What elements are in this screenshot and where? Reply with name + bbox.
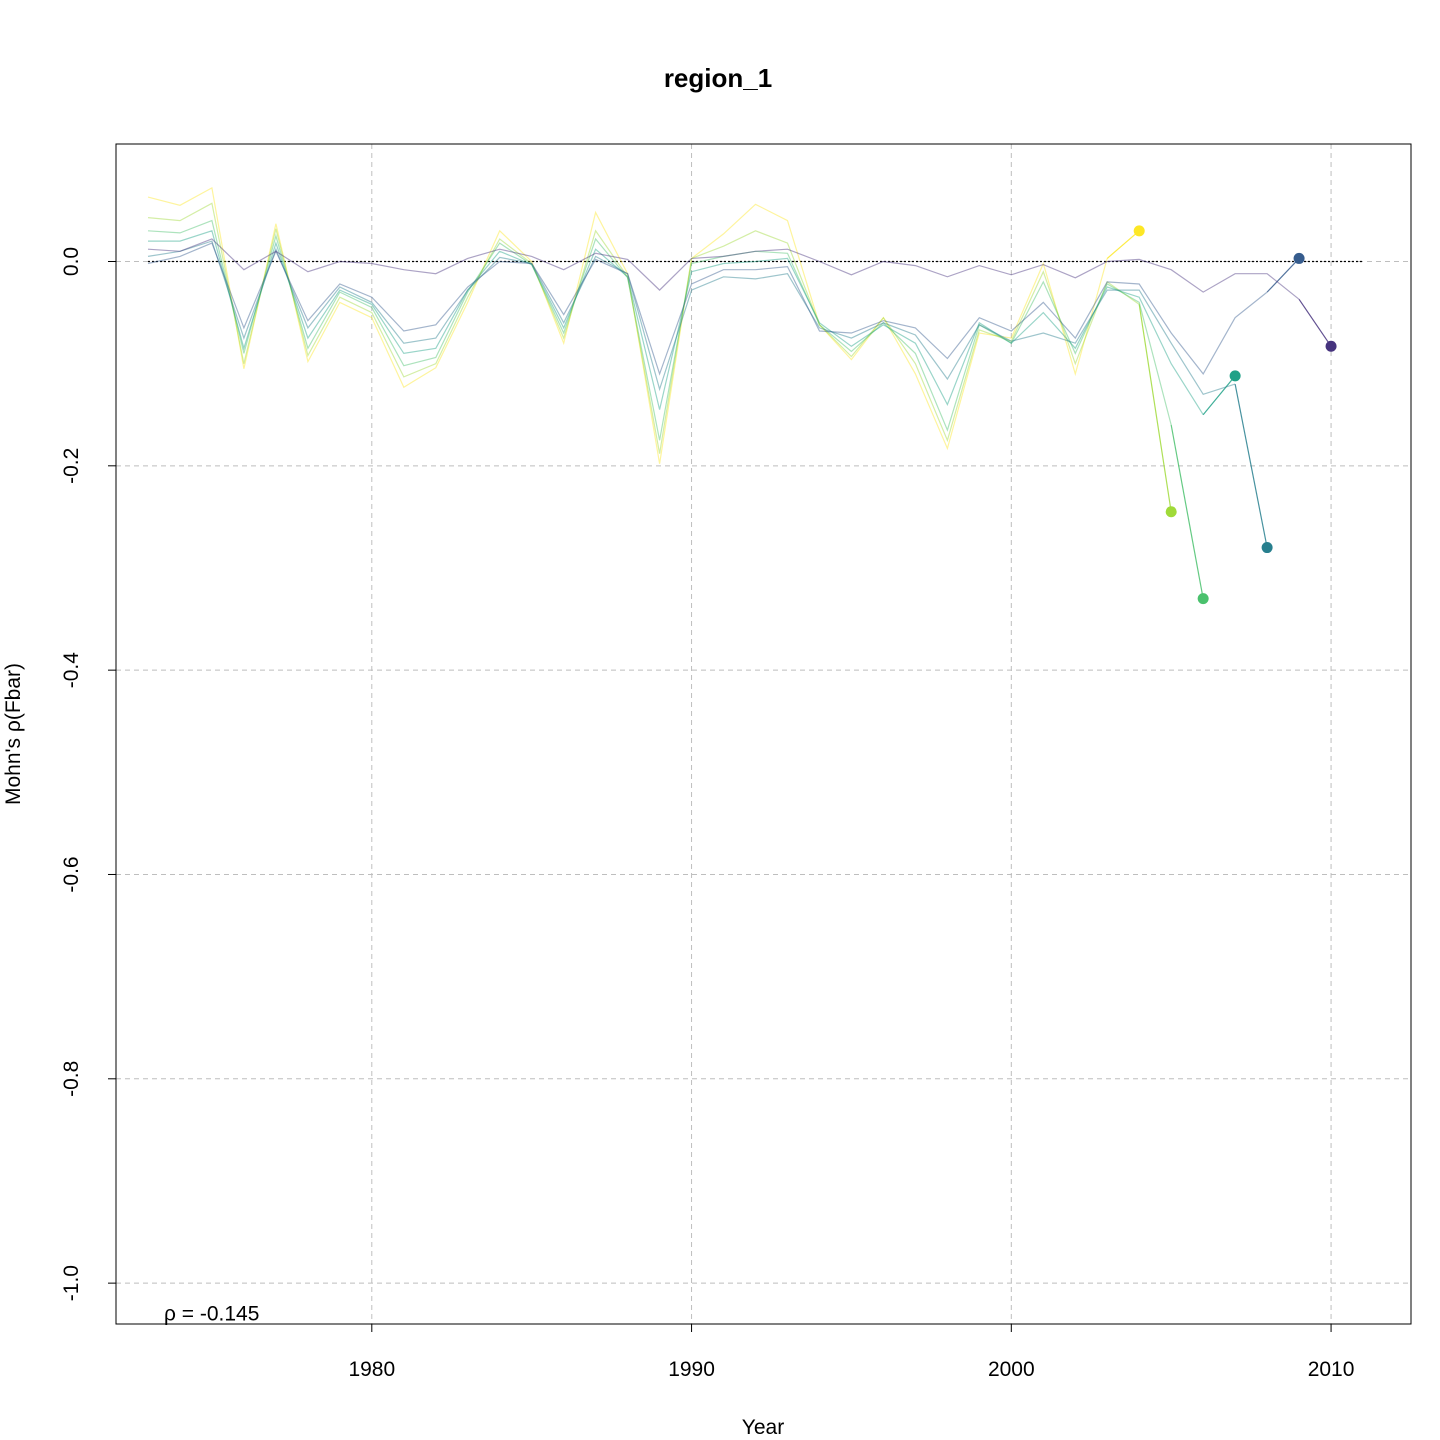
series-endpoint-2 <box>1165 506 1177 518</box>
y-tick-label: -0.2 <box>60 448 83 484</box>
x-axis-label: Year <box>742 1416 784 1439</box>
y-tick-label: -0.6 <box>60 856 83 892</box>
x-tick-label: 2010 <box>1308 1358 1355 1381</box>
retro-series-final-segment-7 <box>1298 298 1332 347</box>
retro-series-line-2 <box>147 202 1140 454</box>
retro-series-final-segment-1 <box>1106 230 1140 259</box>
y-tick-label: -0.8 <box>60 1061 83 1097</box>
series-endpoint-3 <box>1197 593 1209 605</box>
rho-annotation: ρ = -0.145 <box>164 1302 259 1325</box>
y-tick-label: 0.0 <box>60 247 83 276</box>
series-endpoint-5 <box>1261 542 1273 554</box>
chart-title: region_1 <box>664 63 772 93</box>
series-endpoint-6 <box>1293 252 1305 264</box>
series-endpoints <box>1133 225 1337 605</box>
y-tick-label: -0.4 <box>60 652 83 689</box>
retro-series-final-segment-2 <box>1138 304 1172 512</box>
series-endpoint-4 <box>1229 370 1241 382</box>
retro-series-final-segment-4 <box>1202 375 1236 416</box>
x-tick-label: 1980 <box>348 1358 395 1381</box>
y-axis-label: Mohn's ρ(Fbar) <box>2 663 25 805</box>
y-tick-label: -1.0 <box>60 1265 83 1301</box>
plot-frame <box>115 143 1412 1325</box>
series-endpoint-1 <box>1133 225 1145 237</box>
retro-series-line-1 <box>147 186 1108 464</box>
series-endpoint-7 <box>1325 340 1337 352</box>
series-lines <box>147 186 1332 599</box>
x-tick-label: 1990 <box>668 1358 715 1381</box>
retro-series-final-segment-6 <box>1266 258 1300 293</box>
gridlines <box>116 144 1411 1324</box>
y-axis: 0.0 -0.2 -0.4 -0.6 -0.8 -1.0 <box>60 247 116 1301</box>
retro-series-line-6 <box>147 242 1268 376</box>
x-axis: 1980 1990 2000 2010 <box>348 1324 1354 1381</box>
retro-series-line-7 <box>147 238 1300 300</box>
x-tick-label: 2000 <box>988 1358 1035 1381</box>
retro-series-line-5 <box>147 240 1236 396</box>
retro-series-line-4 <box>148 230 1204 416</box>
retro-series-final-segment-3 <box>1170 424 1204 599</box>
retro-series-final-segment-5 <box>1234 383 1268 548</box>
retro-series-line-3 <box>147 219 1172 441</box>
